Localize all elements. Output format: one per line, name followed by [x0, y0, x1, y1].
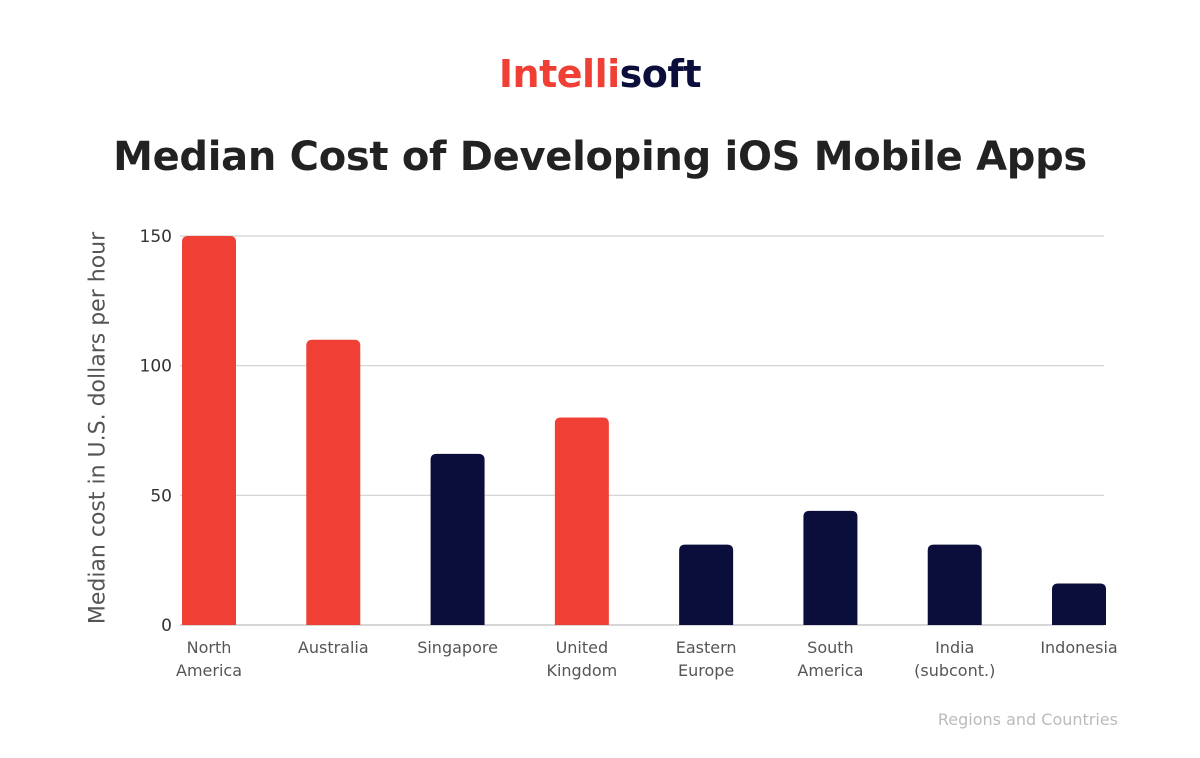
- chart-title: Median Cost of Developing iOS Mobile App…: [113, 134, 1087, 180]
- bar: [182, 236, 236, 625]
- brand-logo-part1: Intelli: [498, 52, 620, 96]
- x-tick-label: India (subcont.): [914, 638, 995, 680]
- x-tick-label: United Kingdom: [546, 638, 617, 680]
- y-tick-label: 50: [150, 486, 172, 506]
- x-tick-label: South America: [797, 638, 863, 680]
- bar: [679, 544, 734, 625]
- y-tick-label: 0: [161, 616, 172, 636]
- x-tick-label: Indonesia: [1040, 638, 1117, 657]
- bar: [554, 417, 609, 625]
- x-tick-label: North America: [176, 638, 242, 680]
- bar: [1052, 583, 1106, 625]
- y-tick-label: 100: [140, 357, 172, 377]
- y-tick-labels: 0 50 100 150: [140, 227, 172, 636]
- y-tick-label: 150: [140, 227, 172, 247]
- x-tick-label: Australia: [298, 638, 369, 657]
- x-tick-label: Eastern Europe: [676, 638, 737, 680]
- bars: [182, 236, 1106, 625]
- brand-logo-part2: soft: [619, 52, 702, 96]
- bar: [803, 510, 858, 625]
- bar: [306, 339, 361, 625]
- bar: [430, 453, 485, 625]
- brand-logo: Intellisoft: [0, 52, 1200, 96]
- bar: [927, 544, 982, 625]
- x-tick-labels: North America Australia Singapore United King…: [176, 638, 1118, 680]
- x-tick-label: Singapore: [417, 638, 498, 657]
- x-axis-label: Regions and Countries: [937, 710, 1118, 729]
